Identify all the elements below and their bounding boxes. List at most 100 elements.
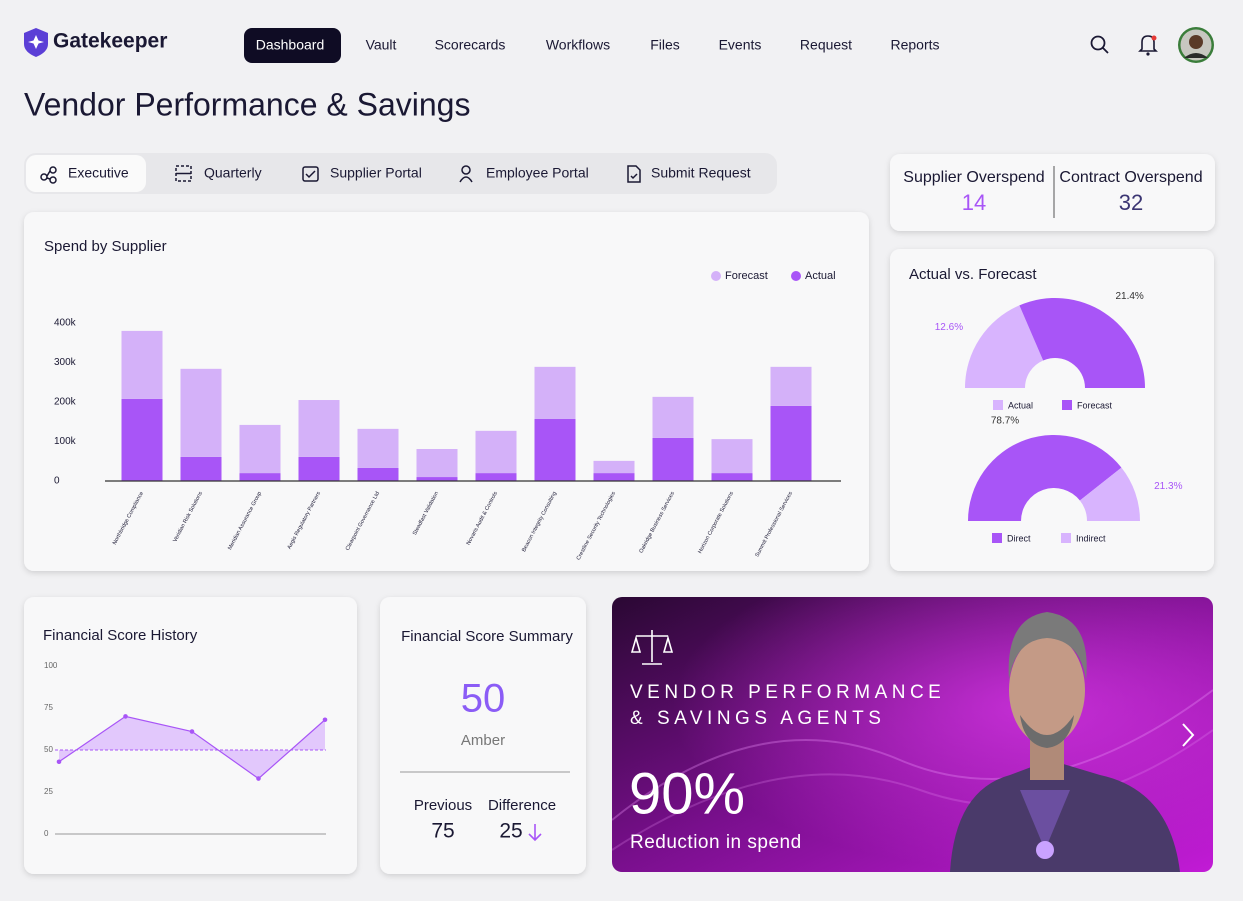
summary-card bbox=[380, 597, 586, 874]
y-tick-label: 0 bbox=[44, 829, 49, 838]
banner-line: VENDOR PERFORMANCE bbox=[630, 682, 945, 703]
point bbox=[56, 759, 62, 765]
y-tick-label: 100 bbox=[44, 661, 58, 670]
nav-active[interactable] bbox=[244, 28, 341, 63]
value-label: 21.4% bbox=[1115, 291, 1143, 302]
chart-title: Financial Score History bbox=[43, 627, 198, 644]
nav-item[interactable]: Files bbox=[650, 37, 680, 53]
y-tick-label: 100k bbox=[54, 436, 77, 447]
y-tick-label: 75 bbox=[44, 703, 53, 712]
previous-value: 75 bbox=[431, 820, 454, 843]
bar-segment bbox=[357, 428, 399, 468]
tab[interactable]: Supplier Portal bbox=[330, 165, 422, 181]
bar-segment bbox=[416, 449, 458, 478]
banner-stat: 90% bbox=[629, 761, 745, 826]
bar-segment bbox=[121, 330, 163, 399]
point bbox=[256, 776, 261, 781]
score: 50 bbox=[461, 677, 506, 721]
agent-figure bbox=[950, 612, 1180, 872]
legend-swatch bbox=[992, 533, 1002, 543]
bar-segment bbox=[298, 400, 340, 457]
tab[interactable]: Quarterly bbox=[204, 165, 262, 181]
wave bbox=[612, 689, 1213, 821]
bar-segment bbox=[534, 418, 576, 481]
nav-item[interactable]: Request bbox=[800, 37, 852, 53]
search-icon[interactable] bbox=[1090, 35, 1109, 54]
nav-item[interactable]: Scorecards bbox=[435, 37, 506, 53]
next-arrow[interactable] bbox=[1182, 723, 1195, 747]
y-tick-label: 25 bbox=[44, 787, 53, 796]
legend-label: Direct bbox=[1007, 533, 1031, 543]
legend-label: Indirect bbox=[1076, 533, 1106, 543]
tab-active[interactable] bbox=[26, 155, 146, 192]
kpi-label: Supplier Overspend bbox=[903, 169, 1044, 186]
nav-item[interactable]: Events bbox=[719, 37, 762, 53]
banner-caption: Reduction in spend bbox=[630, 832, 802, 853]
bar-segment bbox=[652, 437, 694, 481]
bar-segment bbox=[593, 473, 635, 481]
value-label: 21.3% bbox=[1154, 481, 1182, 492]
down-arrow bbox=[528, 824, 542, 842]
kpi-label: Contract Overspend bbox=[1059, 169, 1202, 186]
legend-swatch bbox=[1061, 533, 1071, 543]
banner[interactable]: VENDOR PERFORMANCE & SAVINGS AGENTS 90% … bbox=[612, 597, 1213, 872]
bar-segment bbox=[357, 467, 399, 481]
summary-title: Financial Score Summary bbox=[401, 628, 573, 645]
y-tick-label: 50 bbox=[44, 745, 53, 754]
tab[interactable]: Submit Request bbox=[651, 165, 751, 181]
bell-icon[interactable] bbox=[1138, 35, 1158, 56]
brand: Gatekeeper bbox=[53, 30, 167, 53]
status: Amber bbox=[461, 732, 505, 749]
nav-items: Dashboard Vault Scorecards Workflows Files Ev… bbox=[256, 37, 940, 53]
bar-segment bbox=[711, 473, 753, 481]
tab-bar bbox=[24, 153, 777, 194]
tab[interactable]: Executive bbox=[68, 165, 129, 181]
bar-segment bbox=[652, 396, 694, 438]
legend-label: Forecast bbox=[725, 270, 768, 282]
legend-label: Actual bbox=[805, 270, 836, 282]
bar-segment bbox=[711, 439, 753, 474]
kpi-value: 32 bbox=[1119, 190, 1143, 215]
bar-segment bbox=[416, 477, 458, 481]
nav-item[interactable]: Vault bbox=[366, 37, 397, 53]
bar-segment bbox=[475, 473, 517, 481]
scales-icon bbox=[630, 630, 674, 665]
bar-segment bbox=[770, 366, 812, 406]
point bbox=[322, 717, 328, 723]
nav-item[interactable]: Reports bbox=[890, 37, 939, 53]
value-label: 12.6% bbox=[935, 322, 963, 333]
legend-swatch bbox=[1062, 400, 1072, 410]
bar-segment bbox=[180, 456, 222, 481]
tab-icons bbox=[40, 165, 641, 184]
bar-segment bbox=[534, 366, 576, 419]
nav-item[interactable]: Workflows bbox=[546, 37, 610, 53]
value-label: 78.7% bbox=[991, 416, 1019, 427]
bar-segment bbox=[239, 473, 281, 481]
point bbox=[189, 729, 195, 734]
nav-item[interactable]: Dashboard bbox=[256, 37, 325, 53]
legend-label: Actual bbox=[1008, 400, 1033, 410]
bar-segment bbox=[593, 460, 635, 474]
difference-value: 25 bbox=[499, 820, 522, 843]
logo-star bbox=[28, 35, 44, 49]
difference-label: Difference bbox=[488, 797, 556, 814]
donut-segment bbox=[1079, 467, 1140, 521]
bar-segment bbox=[121, 398, 163, 481]
area bbox=[59, 716, 325, 779]
legend-swatch bbox=[711, 271, 721, 281]
kpi-card bbox=[890, 154, 1215, 231]
point bbox=[123, 714, 128, 719]
donut-segment bbox=[1019, 297, 1145, 388]
bar-segment bbox=[180, 368, 222, 457]
banner-line: & SAVINGS AGENTS bbox=[630, 708, 885, 729]
donut-segment bbox=[968, 435, 1122, 521]
bar-segment bbox=[475, 430, 517, 474]
chart-title: Spend by Supplier bbox=[44, 238, 167, 255]
bar-segment bbox=[298, 456, 340, 481]
donut-card bbox=[890, 249, 1214, 571]
avatar[interactable] bbox=[1178, 27, 1214, 63]
tab[interactable]: Employee Portal bbox=[486, 165, 589, 181]
previous-label: Previous bbox=[414, 797, 472, 814]
